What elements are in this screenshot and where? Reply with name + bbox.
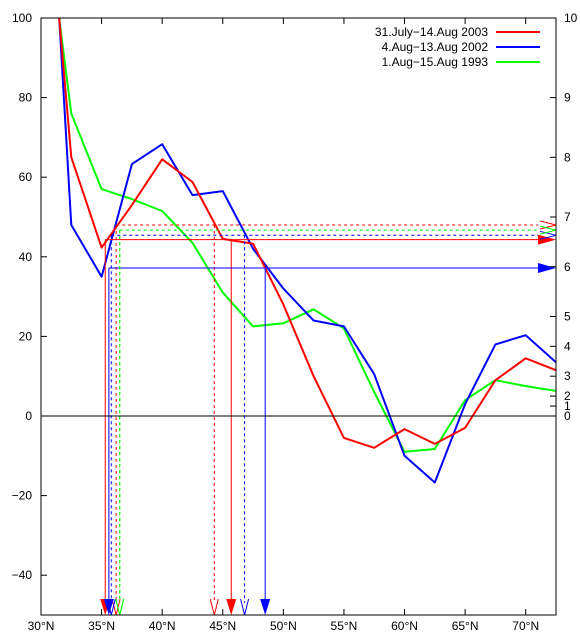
x-tick-label: 50°N (270, 619, 297, 633)
y2-tick-label: 9 (564, 91, 571, 105)
y2-tick-label: 0 (564, 409, 571, 423)
x-tick-label: 35°N (88, 619, 115, 633)
y2-tick-label: 7 (564, 210, 571, 224)
marker-arrowhead (260, 599, 271, 615)
series-line-0 (58, 18, 556, 449)
series-line-2 (58, 18, 556, 453)
x-tick-label: 65°N (452, 619, 479, 633)
x-tick-label: 45°N (209, 619, 236, 633)
y2-tick-label: 6 (564, 260, 571, 274)
x-tick-label: 70°N (512, 619, 539, 633)
legend-label-2: 1.Aug−15.Aug 1993 (382, 55, 489, 69)
y-tick-label: 0 (25, 409, 32, 423)
series-line-1 (58, 18, 556, 484)
marker-arrowhead-right (538, 234, 556, 245)
y2-tick-label: 2 (564, 389, 571, 403)
marker-arrowhead-open (209, 598, 219, 616)
y-tick-label: −40 (12, 568, 33, 582)
marker-arrowhead-right (538, 262, 556, 273)
y-tick-label: 60 (19, 170, 33, 184)
x-tick-label: 30°N (28, 619, 55, 633)
marker-arrows (100, 220, 557, 616)
series-lines (58, 18, 556, 484)
y2-tick-label: 4 (564, 339, 571, 353)
y-tick-label: −20 (12, 489, 33, 503)
y2-tick-label: 3 (564, 369, 571, 383)
y-tick-label: 20 (19, 329, 33, 343)
x-tick-label: 40°N (149, 619, 176, 633)
y2-tick-label: 1 (564, 399, 571, 413)
y-tick-label: 80 (19, 91, 33, 105)
x-tick-label: 60°N (391, 619, 418, 633)
y-tick-label: 100 (12, 11, 32, 25)
y2-tick-label: 10 (564, 11, 578, 25)
axes: 30°N 35°N 40°N 45°N 50°N 55°N 60°N 65°N 70°N −40 −… (12, 11, 578, 633)
y2-tick-label: 8 (564, 150, 571, 164)
y-tick-label: 40 (19, 250, 33, 264)
x-tick-label: 55°N (331, 619, 358, 633)
y2-tick-label: 5 (564, 310, 571, 324)
legend-label-1: 4.Aug−13.Aug 2002 (382, 40, 489, 54)
marker-arrowhead (226, 599, 237, 615)
legend-label-0: 31.July−14.Aug 2003 (375, 25, 488, 39)
